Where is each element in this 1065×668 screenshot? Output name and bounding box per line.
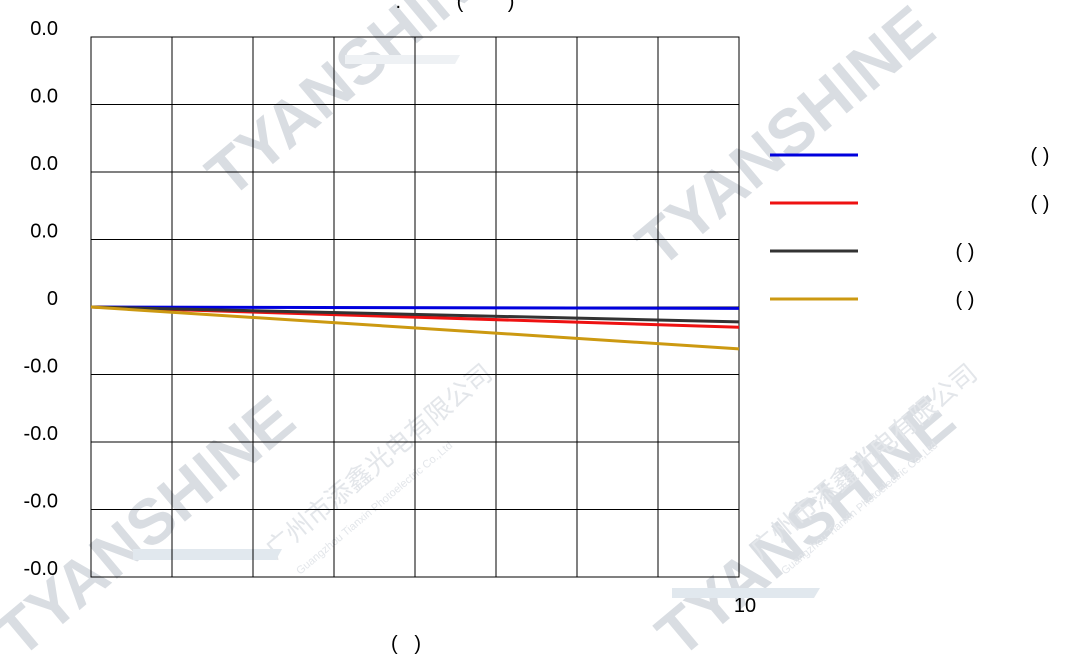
legend-label-1: ( ) xyxy=(1031,145,1050,167)
series-line-4 xyxy=(90,305,740,351)
y-tick-label: 0 xyxy=(47,288,58,310)
y-tick-label: 0.0 xyxy=(30,18,58,40)
watermark-bar xyxy=(345,55,460,64)
x-axis-label: ( ) xyxy=(391,633,421,655)
legend-label-2: ( ) xyxy=(1031,193,1050,215)
y-tick-labels: 0.0 0.0 0.0 0.0 0 -0.0 -0.0 -0.0 -0.0 xyxy=(24,18,58,580)
y-tick-label: 0.0 xyxy=(30,221,58,243)
y-tick-label: -0.0 xyxy=(24,356,58,378)
legend-label-4: ( ) xyxy=(956,289,975,311)
watermark-bar xyxy=(672,588,820,598)
watermark-cn: 广州市添鑫光电有限公司 xyxy=(260,358,498,565)
watermark-brand: TYANSHINE xyxy=(623,0,948,281)
x-tick-label: 10 xyxy=(734,595,756,617)
chart-title: . ( ) xyxy=(396,0,515,13)
watermark-brand: TYANSHINE xyxy=(193,0,518,211)
x-tick-labels: 10 xyxy=(734,595,756,617)
series-line-1 xyxy=(90,305,740,310)
watermark-bar xyxy=(133,549,282,560)
legend-label-3: ( ) xyxy=(956,241,975,263)
y-tick-label: 0.0 xyxy=(30,153,58,175)
y-tick-label: -0.0 xyxy=(24,558,58,580)
y-tick-label: -0.0 xyxy=(24,423,58,445)
legend: ( ) ( ) ( ) ( ) xyxy=(770,145,1049,311)
y-tick-label: -0.0 xyxy=(24,491,58,513)
y-tick-label: 0.0 xyxy=(30,86,58,108)
series-layer xyxy=(90,305,740,351)
series-line-3 xyxy=(90,305,740,324)
watermark-cn: 广州市添鑫光电有限公司 xyxy=(745,358,983,565)
